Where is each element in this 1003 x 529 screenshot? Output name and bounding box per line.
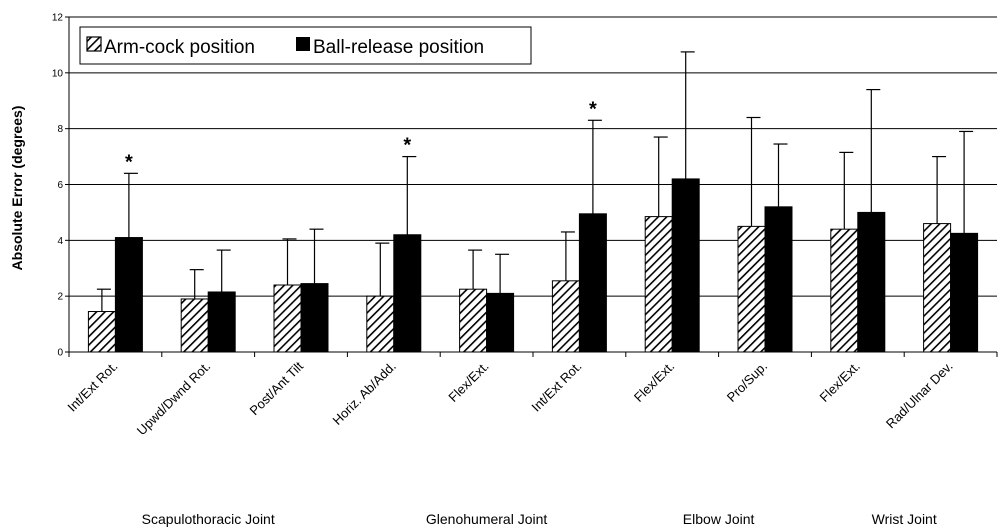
bars-layer: * * * — [87, 51, 979, 353]
bar — [950, 232, 979, 353]
bar — [737, 225, 766, 353]
legend-box — [79, 26, 532, 65]
y-axis-label: Absolute Error (degrees) — [9, 106, 25, 271]
bar — [923, 223, 952, 353]
group-label: Elbow Joint — [683, 511, 755, 527]
x-tick-label: Upwd/Dwnd Rot. — [134, 359, 214, 439]
y-tick-label: 10 — [52, 68, 64, 79]
significance-marker: * — [125, 151, 133, 173]
bar — [644, 216, 673, 353]
y-tick-label: 12 — [52, 13, 64, 24]
legend-swatch-ball-release — [296, 37, 310, 51]
x-tick-label: Horiz. Ab/Add. — [330, 359, 399, 428]
y-tick-label: 0 — [57, 348, 63, 359]
y-tick-label: 2 — [57, 292, 63, 303]
significance-marker: * — [403, 135, 411, 157]
bar — [87, 311, 116, 353]
significance-marker: * — [589, 98, 597, 120]
bar — [366, 295, 395, 353]
y-tick-labels: 0 2 4 6 8 10 12 — [52, 13, 64, 359]
legend-swatch-arm-cock — [86, 36, 102, 52]
x-tick-label: Rad/Ulnar Dev. — [883, 359, 956, 432]
group-label: Glenohumeral Joint — [426, 511, 548, 527]
bar — [857, 211, 886, 353]
x-tick-labels: Int/Ext Rot. Upwd/Dwnd Rot. Post/Ant Tilt H… — [64, 358, 955, 438]
y-tick-label: 6 — [57, 180, 63, 191]
bar — [180, 298, 209, 353]
bar — [393, 234, 422, 353]
bar — [114, 237, 143, 353]
bar — [830, 228, 859, 353]
bar — [207, 291, 236, 353]
x-tick-label: Flex/Ext. — [817, 359, 863, 405]
x-tick-label: Flex/Ext. — [631, 359, 677, 405]
axes — [65, 16, 998, 357]
bar — [300, 283, 329, 353]
group-label: Wrist Joint — [872, 511, 937, 527]
y-tick-label: 4 — [57, 236, 63, 247]
x-tick-label: Int/Ext Rot. — [528, 359, 584, 415]
bar — [578, 213, 607, 353]
y-tick-label: 8 — [57, 124, 63, 135]
x-tick-label: Post/Ant Tilt — [246, 358, 306, 418]
legend: Arm-cock position Ball-release position — [79, 26, 532, 65]
group-label: Scapulothoracic Joint — [142, 511, 275, 527]
bar — [671, 178, 700, 353]
legend-label-arm-cock: Arm-cock position — [104, 37, 255, 58]
bar — [459, 288, 488, 353]
x-tick-label: Flex/Ext. — [445, 359, 491, 405]
legend-label-ball-release: Ball-release position — [313, 37, 484, 58]
bar — [273, 284, 302, 353]
bar — [551, 280, 580, 353]
x-tick-label: Int/Ext Rot. — [64, 359, 120, 415]
bar — [764, 206, 793, 353]
bar — [486, 292, 515, 353]
joint-group-labels: Scapulothoracic Joint Glenohumeral Joint E… — [142, 511, 937, 527]
x-tick-label: Pro/Sup. — [724, 359, 770, 405]
